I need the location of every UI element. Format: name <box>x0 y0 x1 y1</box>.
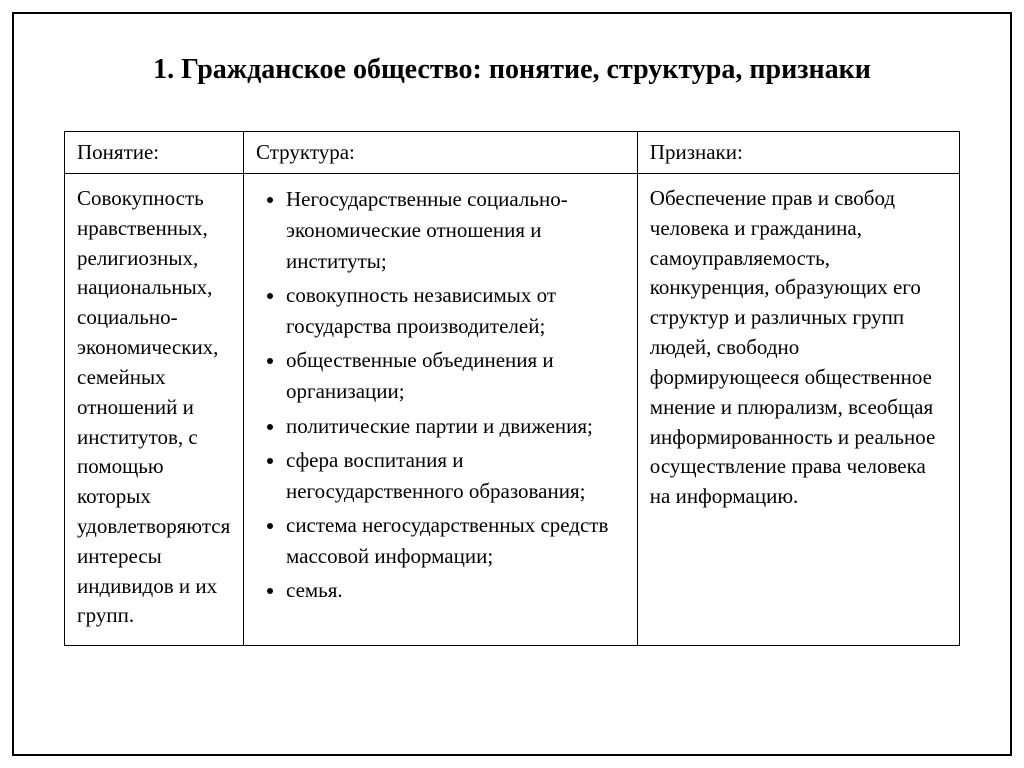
cell-signs: Обеспечение прав и свобод человека и гра… <box>637 174 959 646</box>
header-signs: Признаки: <box>637 132 959 174</box>
list-item: общественные объединения и организации; <box>286 345 625 407</box>
page-title: 1. Гражданское общество: понятие, структ… <box>64 54 960 86</box>
list-item: семья. <box>286 575 625 606</box>
document-frame: 1. Гражданское общество: понятие, структ… <box>12 12 1012 756</box>
list-item: система негосударственных средств массов… <box>286 510 625 572</box>
content-table: Понятие: Структура: Признаки: Совокупнос… <box>64 131 960 646</box>
header-concept: Понятие: <box>65 132 244 174</box>
structure-list: Негосударственные социально-экономически… <box>256 184 625 606</box>
list-item: сфера воспитания и негосударственного об… <box>286 445 625 507</box>
table-header-row: Понятие: Структура: Признаки: <box>65 132 960 174</box>
list-item: совокупность независимых от государства … <box>286 280 625 342</box>
cell-concept: Совокупность нравственных, религиозных, … <box>65 174 244 646</box>
header-structure: Структура: <box>244 132 638 174</box>
table-body-row: Совокупность нравственных, религиозных, … <box>65 174 960 646</box>
list-item: Негосударственные социально-экономически… <box>286 184 625 277</box>
cell-structure: Негосударственные социально-экономически… <box>244 174 638 646</box>
list-item: политические партии и движения; <box>286 411 625 442</box>
